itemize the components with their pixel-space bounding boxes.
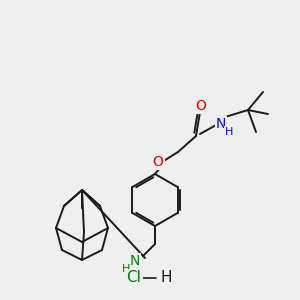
Text: N: N — [130, 254, 140, 268]
Text: Cl: Cl — [127, 271, 141, 286]
Text: H: H — [160, 271, 172, 286]
Text: H: H — [225, 127, 233, 137]
Text: H: H — [122, 264, 130, 274]
Text: N: N — [216, 117, 226, 131]
Text: O: O — [196, 99, 206, 113]
Text: O: O — [153, 155, 164, 169]
